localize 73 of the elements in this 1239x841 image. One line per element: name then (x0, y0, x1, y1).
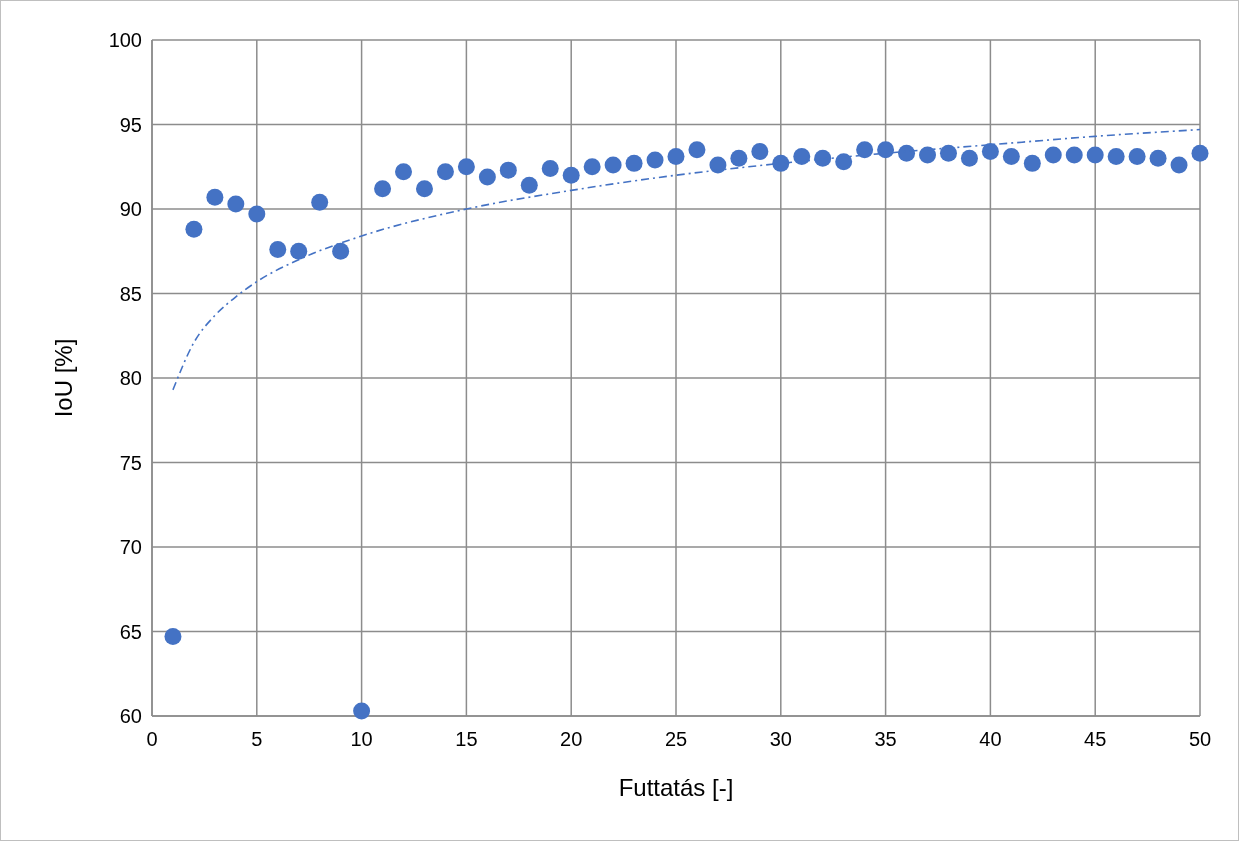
point (751, 143, 769, 161)
x-tick-label: 5 (251, 728, 263, 750)
x-tick-label: 0 (146, 728, 158, 750)
line-series (172, 128, 1201, 391)
point (960, 149, 978, 167)
point (478, 168, 496, 186)
point (604, 156, 622, 174)
point (227, 195, 245, 213)
y-tick-label: 90 (119, 198, 142, 220)
y-tick-label: 85 (119, 282, 142, 305)
x-tick-label: 15 (455, 728, 478, 750)
point (248, 205, 266, 223)
point (856, 141, 874, 159)
point (898, 144, 916, 162)
point (541, 159, 559, 177)
y-tick-label: 75 (119, 451, 142, 474)
point (793, 148, 811, 166)
y-tick-label: 95 (119, 113, 142, 136)
point (436, 163, 454, 181)
point (457, 158, 475, 176)
point (1023, 154, 1041, 172)
point (1086, 146, 1104, 164)
x-tick-label: 40 (979, 728, 1002, 750)
x-tick-label: 45 (1084, 728, 1107, 750)
point (583, 158, 601, 176)
point (374, 180, 392, 198)
point (206, 188, 224, 206)
point (1149, 149, 1167, 167)
point (562, 166, 580, 184)
point (772, 154, 790, 172)
y-tick-label: 70 (119, 536, 142, 558)
point (730, 149, 748, 167)
x-tick-label: 20 (560, 728, 583, 750)
point (1044, 146, 1062, 164)
y-tick-label: 100 (108, 29, 142, 51)
point (646, 151, 664, 169)
y-tick-label: 80 (119, 367, 142, 389)
point (814, 149, 832, 167)
point (1191, 144, 1209, 162)
point (1170, 156, 1188, 174)
point (709, 156, 727, 174)
point (1002, 148, 1020, 166)
y-tick-label: 65 (119, 620, 142, 643)
point (625, 154, 643, 172)
point (395, 163, 413, 181)
point (353, 702, 371, 720)
point (835, 153, 853, 171)
y-tick-label: 60 (119, 705, 142, 727)
x-tick-label: 50 (1188, 728, 1212, 750)
point (1065, 146, 1083, 164)
x-tick-label: 35 (874, 728, 897, 750)
point (939, 144, 957, 162)
point (1128, 148, 1146, 166)
point (667, 148, 685, 166)
point (981, 143, 999, 161)
point (877, 141, 895, 159)
point (415, 180, 433, 198)
point (164, 628, 182, 646)
x-tick-label: 25 (664, 728, 688, 750)
point (919, 146, 937, 164)
x-tick-label: 10 (350, 728, 373, 750)
point (269, 241, 287, 259)
point (332, 242, 350, 260)
x-axis-title: Futtatás [-] (618, 774, 734, 801)
point (499, 161, 517, 179)
y-axis-title: IoU [%] (50, 338, 77, 418)
point (1107, 148, 1125, 166)
point (688, 141, 706, 159)
point (520, 176, 538, 194)
x-tick-label: 30 (769, 728, 792, 750)
point (311, 193, 329, 211)
point (290, 242, 308, 260)
point (185, 220, 203, 238)
